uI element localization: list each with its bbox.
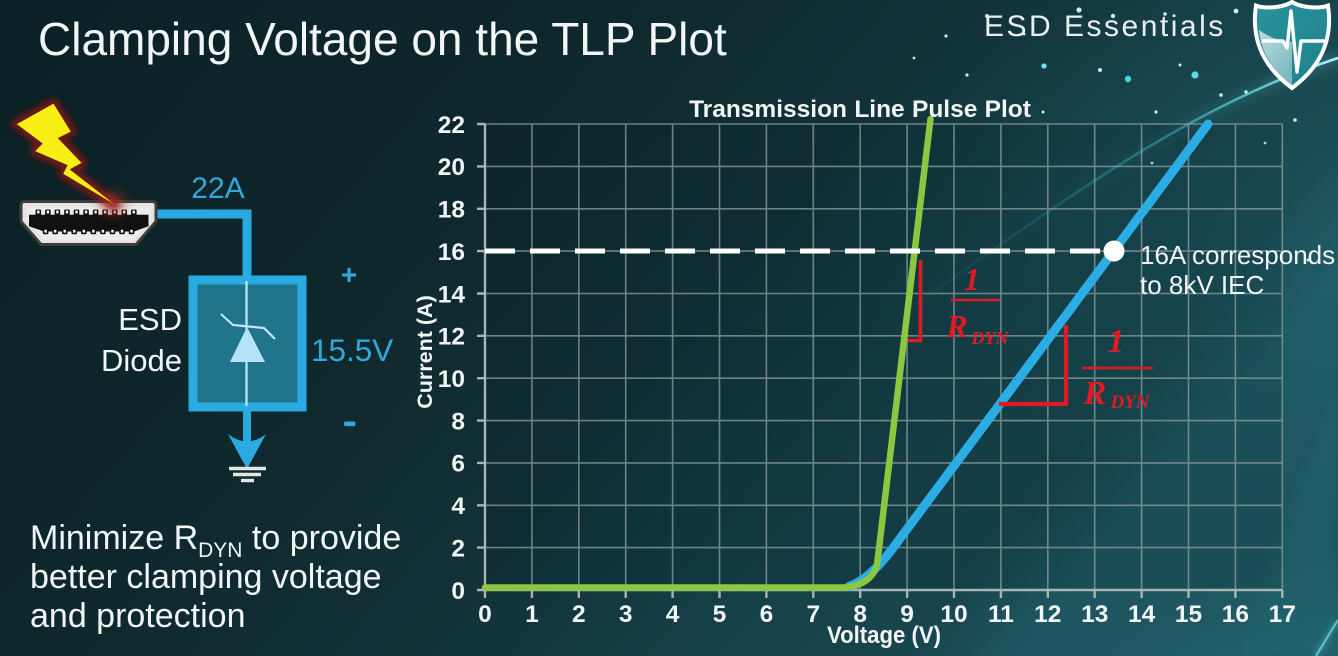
svg-text:6: 6 [760,601,774,628]
svg-text:2: 2 [451,535,465,562]
svg-text:R: R [1083,375,1107,412]
svg-text:1: 1 [1108,323,1125,360]
svg-text:Clamping Voltage on the TLP Pl: Clamping Voltage on the TLP Plot [38,13,727,65]
svg-text:9: 9 [900,601,914,628]
svg-text:1: 1 [964,261,980,297]
svg-text:10: 10 [438,366,465,393]
svg-text:4: 4 [666,601,680,628]
svg-text:R: R [945,308,967,344]
svg-text:7: 7 [806,601,820,628]
svg-text:ESD: ESD [118,302,182,337]
svg-text:Voltage (V): Voltage (V) [827,622,941,649]
svg-text:+: + [341,259,357,290]
svg-text:22A: 22A [191,172,244,205]
svg-text:3: 3 [619,601,633,628]
svg-text:10: 10 [940,601,967,628]
svg-text:13: 13 [1081,601,1108,628]
svg-text:5: 5 [713,601,727,628]
svg-text:Minimize RDYN to provide: Minimize RDYN to provide [30,519,401,562]
svg-text:ESD Essentials: ESD Essentials [984,10,1226,43]
svg-text:4: 4 [451,493,465,520]
svg-text:2: 2 [572,601,586,628]
svg-text:14: 14 [1128,601,1156,628]
svg-text:16A corresponds: 16A corresponds [1140,240,1335,270]
svg-text:DYN: DYN [971,328,1010,348]
svg-text:16: 16 [1222,601,1249,628]
svg-text:Transmission Line Pulse Plot: Transmission Line Pulse Plot [689,96,1031,123]
svg-text:12: 12 [438,324,465,351]
svg-text:17: 17 [1269,601,1296,628]
svg-text:16: 16 [438,239,465,266]
svg-text:18: 18 [438,197,465,224]
svg-text:and protection: and protection [30,597,246,635]
svg-text:8: 8 [451,408,465,435]
svg-text:15.5V: 15.5V [311,332,393,368]
svg-text:15: 15 [1175,601,1202,628]
svg-text:Diode: Diode [101,343,182,378]
svg-text:to 8kV IEC: to 8kV IEC [1140,270,1264,300]
svg-text:6: 6 [451,451,465,478]
svg-text:1: 1 [525,601,539,628]
svg-text:0: 0 [451,578,465,605]
svg-text:22: 22 [438,112,465,139]
svg-text:0: 0 [478,601,492,628]
svg-text:12: 12 [1034,601,1061,628]
svg-text:8: 8 [853,601,867,628]
svg-text:11: 11 [988,601,1014,628]
svg-text:Current (A): Current (A) [413,295,437,408]
svg-text:14: 14 [438,281,466,308]
svg-text:better clamping voltage: better clamping voltage [30,558,382,596]
svg-text:DYN: DYN [1109,392,1150,413]
svg-text:20: 20 [438,154,465,181]
